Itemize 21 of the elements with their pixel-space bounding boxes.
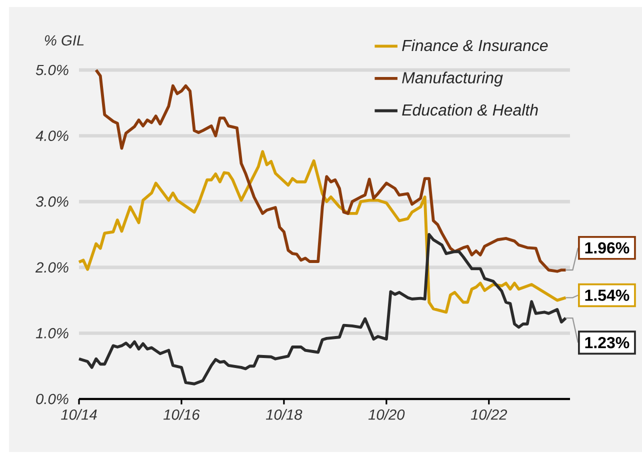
line-series bbox=[78, 233, 568, 386]
x-tick-label: 10/20 bbox=[368, 409, 405, 420]
data-label: 1.54% bbox=[585, 290, 630, 301]
y-axis-title: % GIL bbox=[44, 35, 84, 46]
y-tick-label: 2.0% bbox=[35, 262, 68, 273]
legend-label: Finance & Insurance bbox=[402, 39, 548, 52]
legend-label: Education & Health bbox=[402, 104, 538, 116]
x-tick-label: 10/16 bbox=[163, 409, 200, 420]
legend-label: Manufacturing bbox=[402, 72, 503, 87]
y-tick-label: 0.0% bbox=[36, 394, 68, 404]
y-tick-label: 5.0% bbox=[36, 64, 68, 76]
data-label: 1.96% bbox=[585, 242, 630, 254]
data-label: 1.23% bbox=[585, 336, 630, 348]
line-series bbox=[78, 150, 568, 314]
x-tick-label: 10/18 bbox=[266, 409, 302, 420]
y-tick-label: 4.0% bbox=[36, 130, 68, 141]
line-series bbox=[94, 68, 568, 273]
x-tick-label: 10/22 bbox=[470, 409, 508, 420]
y-tick-label: 3.0% bbox=[36, 196, 68, 207]
x-tick-label: 10/14 bbox=[61, 409, 97, 420]
y-tick-label: 1.0% bbox=[36, 328, 68, 338]
